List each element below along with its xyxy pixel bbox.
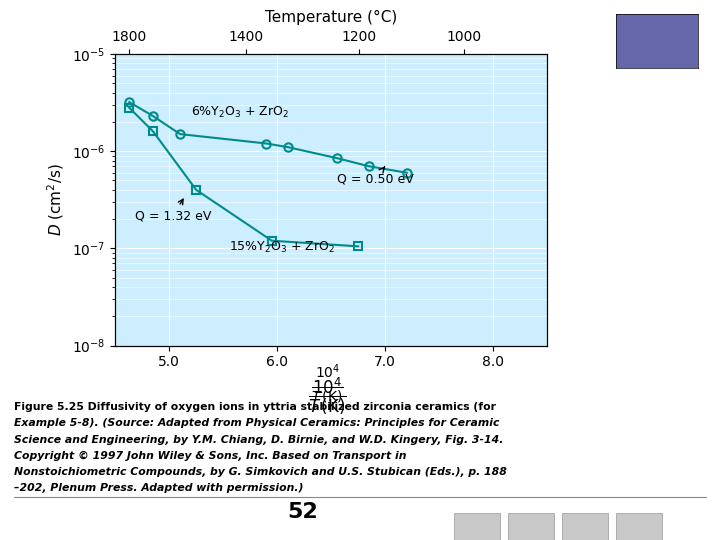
Text: 6%Y$_2$O$_3$ + ZrO$_2$: 6%Y$_2$O$_3$ + ZrO$_2$ bbox=[191, 105, 289, 120]
Text: 52: 52 bbox=[287, 502, 318, 522]
Text: $\dfrac{10^4}{T\,\mathrm{(K)}}$: $\dfrac{10^4}{T\,\mathrm{(K)}}$ bbox=[308, 375, 347, 416]
Text: Q = 1.32 eV: Q = 1.32 eV bbox=[135, 199, 211, 222]
Y-axis label: $D$ (cm$^2$/s): $D$ (cm$^2$/s) bbox=[46, 164, 66, 236]
Text: Figure 5.25 Diffusivity of oxygen ions in yttria stabilized zirconia ceramics (f: Figure 5.25 Diffusivity of oxygen ions i… bbox=[14, 402, 496, 413]
Text: –202, Plenum Press. Adapted with permission.): –202, Plenum Press. Adapted with permiss… bbox=[14, 483, 304, 494]
Text: Copyright © 1997 John Wiley & Sons, Inc. Based on Transport in: Copyright © 1997 John Wiley & Sons, Inc.… bbox=[14, 451, 407, 461]
Text: Example 5-8). (Source: Adapted from Physical Ceramics: Principles for Ceramic: Example 5-8). (Source: Adapted from Phys… bbox=[14, 418, 500, 429]
Text: Nonstoichiometric Compounds, by G. Simkovich and U.S. Stubican (Eds.), p. 188: Nonstoichiometric Compounds, by G. Simko… bbox=[14, 467, 508, 477]
Text: $\overline{T\,(\mathrm{K})}$: $\overline{T\,(\mathrm{K})}$ bbox=[311, 386, 344, 407]
Text: Q = 0.50 eV: Q = 0.50 eV bbox=[337, 167, 413, 185]
Text: $10^4$: $10^4$ bbox=[315, 362, 341, 381]
X-axis label: Temperature (°C): Temperature (°C) bbox=[265, 10, 397, 25]
Text: 15%Y$_2$O$_3$ + ZrO$_2$: 15%Y$_2$O$_3$ + ZrO$_2$ bbox=[229, 240, 335, 255]
Text: Science and Engineering, by Y.M. Chiang, D. Birnie, and W.D. Kingery, Fig. 3-14.: Science and Engineering, by Y.M. Chiang,… bbox=[14, 435, 504, 445]
